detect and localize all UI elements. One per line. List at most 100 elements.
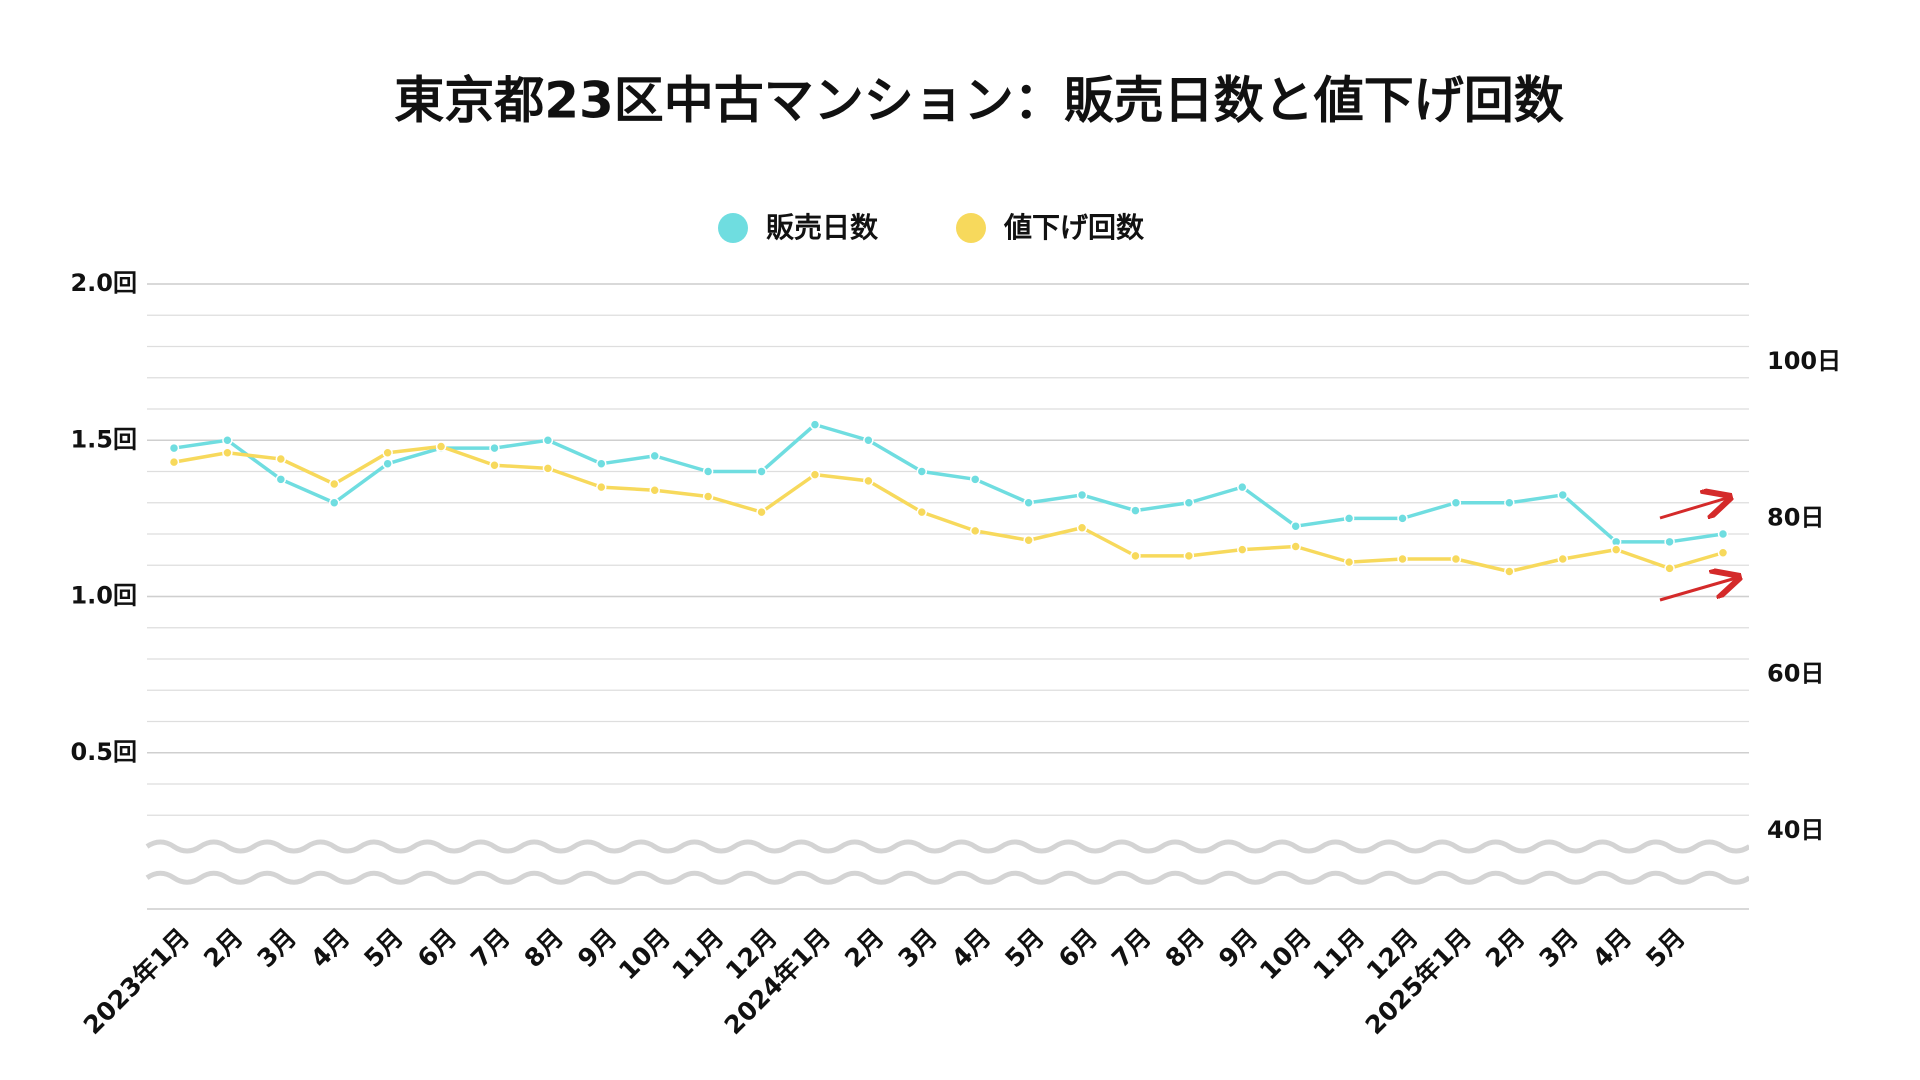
point: [1450, 553, 1462, 565]
chart-title: 東京都23区中古マンション：販売日数と値下げ回数: [394, 72, 1564, 130]
point: [916, 506, 928, 518]
x-tick-label: 5月: [1640, 923, 1690, 973]
point: [649, 450, 660, 462]
y-tick-label: 2.0回: [70, 269, 137, 297]
x-tick-label: 8月: [1160, 923, 1210, 973]
point: [275, 474, 287, 485]
point: [596, 481, 607, 493]
x-tick-label: 11月: [667, 923, 730, 986]
point: [969, 525, 981, 537]
x-tick-label: 6月: [1053, 923, 1103, 973]
y2-tick-label: 40日: [1767, 816, 1824, 844]
point: [1557, 489, 1569, 501]
legend-marker: [956, 213, 986, 243]
x-tick-label: 2月: [839, 923, 889, 973]
series-line: [173, 422, 1724, 544]
point: [1397, 553, 1408, 565]
series-line: [173, 444, 1724, 574]
point: [1664, 536, 1675, 548]
point: [1076, 489, 1088, 501]
x-tick-label: 2023年1月: [78, 923, 195, 1040]
point: [1237, 544, 1248, 555]
axis-break-wave: [145, 870, 1751, 885]
point: [1183, 550, 1195, 562]
point: [328, 478, 340, 490]
point: [1717, 547, 1729, 558]
x-tick-label: 4月: [305, 923, 355, 973]
point: [596, 458, 607, 469]
x-tick-label: 3月: [1533, 923, 1583, 973]
point: [649, 485, 660, 496]
point: [222, 435, 233, 446]
y-tick-label: 1.0回: [70, 582, 137, 610]
x-tick-label: 2月: [1480, 923, 1530, 973]
point: [328, 497, 340, 508]
point: [863, 435, 874, 446]
point: [702, 491, 714, 502]
point: [382, 458, 393, 469]
point: [916, 466, 928, 477]
x-tick-label: 6月: [412, 923, 462, 973]
axis-break-wave: [145, 839, 1751, 854]
point: [1290, 541, 1301, 552]
point: [702, 466, 714, 477]
point: [1504, 566, 1515, 577]
x-tick-label: 8月: [519, 923, 569, 973]
point: [1343, 513, 1355, 524]
x-tick-label: 10月: [1254, 923, 1317, 986]
legend-marker: [718, 213, 748, 243]
arrow: [1659, 578, 1736, 602]
point: [1450, 497, 1462, 508]
point: [809, 469, 821, 480]
point: [168, 456, 180, 468]
point: [1504, 497, 1515, 508]
point: [489, 442, 500, 454]
wave-clip: [1749, 832, 1789, 892]
x-tick-label: 5月: [999, 923, 1049, 973]
y2-tick-label: 60日: [1767, 660, 1824, 688]
point: [1183, 497, 1195, 508]
legend-label: 販売日数: [766, 211, 879, 244]
x-tick-label: 7月: [465, 923, 515, 973]
y2-tick-label: 80日: [1767, 503, 1824, 531]
point: [1023, 535, 1034, 546]
y-tick-label: 1.5回: [70, 425, 137, 453]
legend-label: 値下げ回数: [1003, 211, 1145, 244]
point: [1290, 520, 1301, 532]
point: [969, 474, 981, 485]
point: [809, 419, 821, 430]
point: [275, 453, 287, 465]
x-tick-label: 2月: [198, 923, 248, 973]
x-tick-label: 3月: [892, 923, 942, 973]
point: [1237, 481, 1248, 493]
point: [435, 441, 447, 452]
point: [1610, 544, 1622, 555]
point: [1664, 563, 1675, 574]
point: [756, 506, 767, 518]
x-tick-label: 3月: [252, 923, 302, 973]
point: [542, 463, 554, 474]
point: [1023, 497, 1034, 508]
point: [1397, 513, 1408, 524]
point: [1076, 522, 1088, 533]
point: [222, 447, 233, 458]
point: [542, 435, 554, 446]
point: [1343, 556, 1355, 568]
point: [168, 442, 180, 454]
arrow: [1659, 498, 1727, 520]
point: [756, 466, 767, 477]
x-tick-label: 7月: [1106, 923, 1156, 973]
x-tick-label: 5月: [358, 923, 408, 973]
y2-tick-label: 100日: [1767, 347, 1841, 375]
point: [1717, 528, 1729, 540]
point: [489, 460, 500, 471]
x-tick-label: 10月: [613, 923, 676, 986]
x-tick-label: 11月: [1308, 923, 1371, 986]
point: [1130, 505, 1141, 516]
point: [863, 475, 874, 487]
point: [382, 447, 393, 458]
point: [1557, 553, 1569, 565]
x-tick-label: 4月: [1587, 923, 1637, 973]
point: [1130, 550, 1141, 562]
